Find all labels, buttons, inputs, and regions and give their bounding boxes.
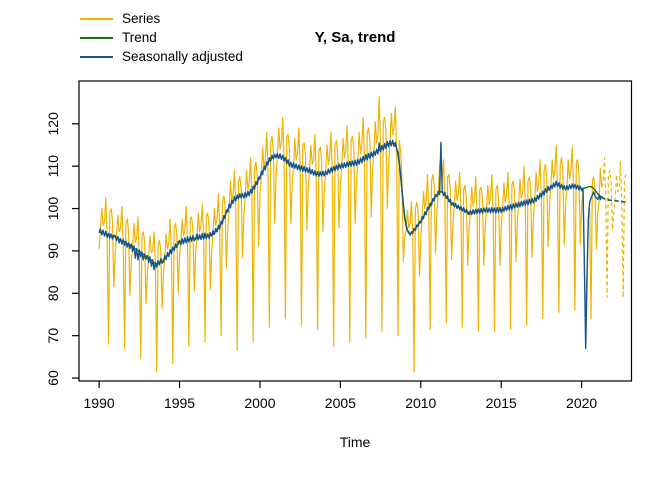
chart-title: Y, Sa, trend [314, 29, 396, 46]
x-axis-label: Time [339, 434, 371, 450]
series-forecast-line [601, 157, 627, 299]
y-axis-tick-label: 100 [45, 197, 61, 221]
seasonally-adjusted-line [98, 139, 603, 350]
x-axis-tick-label: 1995 [164, 395, 195, 411]
x-axis-tick-label: 2015 [486, 395, 517, 411]
y-axis-tick-label: 80 [45, 285, 61, 301]
y-axis-tick-label: 110 [45, 155, 61, 178]
plot-box [78, 80, 633, 382]
y-axis-tick-label: 90 [45, 243, 61, 259]
legend-item-seasonally-adjusted: Seasonally adjusted [80, 47, 243, 66]
legend-label-trend: Trend [122, 30, 157, 45]
x-axis-tick-label: 2000 [244, 395, 275, 411]
legend-label-seasonally-adjusted: Seasonally adjusted [122, 49, 243, 64]
legend-label-series: Series [122, 11, 161, 26]
legend-item-trend: Trend [80, 28, 243, 47]
x-axis-tick-label: 2010 [405, 395, 436, 411]
legend-item-series: Series [80, 9, 243, 28]
trend-line-swatch [80, 36, 113, 39]
y-axis-tick-label: 60 [45, 370, 61, 386]
legend: Series Trend Seasonally adjusted [80, 9, 243, 66]
seasonally-adjusted-forecast-line [601, 195, 626, 203]
x-axis-tick-label: 1990 [84, 395, 115, 411]
x-axis-tick-label: 2020 [566, 395, 597, 411]
y-axis-tick-label: 70 [45, 328, 61, 344]
series-line [98, 95, 603, 373]
series-line-swatch [80, 17, 113, 20]
seasonally-adjusted-line-swatch [80, 55, 113, 58]
y-axis-tick-label: 120 [45, 112, 61, 136]
x-axis-tick-label: 2005 [325, 395, 356, 411]
